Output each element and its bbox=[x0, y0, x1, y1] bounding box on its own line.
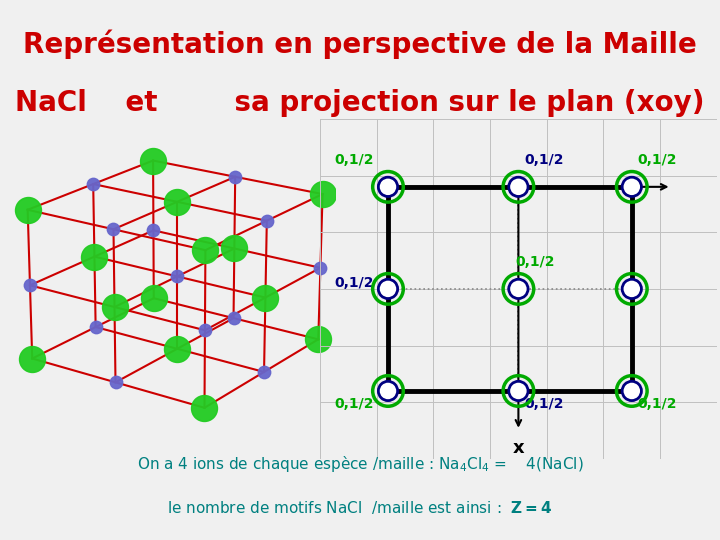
Circle shape bbox=[509, 381, 528, 401]
Text: NaCl    et        sa projection sur le plan (xoy): NaCl et sa projection sur le plan (xoy) bbox=[15, 89, 705, 117]
Circle shape bbox=[509, 279, 528, 299]
Circle shape bbox=[378, 279, 397, 299]
Text: x: x bbox=[513, 439, 524, 457]
Text: 0,1/2: 0,1/2 bbox=[334, 276, 374, 290]
Text: 0,1/2: 0,1/2 bbox=[524, 153, 564, 167]
Text: 0,1/2: 0,1/2 bbox=[524, 396, 564, 410]
Circle shape bbox=[622, 177, 642, 197]
Text: le nombre de motifs NaCl  /maille est ainsi :  $\mathbf{Z = 4}$: le nombre de motifs NaCl /maille est ain… bbox=[167, 499, 553, 516]
Text: 0,1/2: 0,1/2 bbox=[516, 255, 555, 269]
Circle shape bbox=[378, 381, 397, 401]
Text: 0,1/2: 0,1/2 bbox=[637, 153, 677, 167]
Text: 0,1/2: 0,1/2 bbox=[334, 396, 374, 410]
Text: 0,1/2: 0,1/2 bbox=[334, 153, 374, 167]
Text: Représentation en perspective de la Maille: Représentation en perspective de la Mail… bbox=[23, 30, 697, 59]
Circle shape bbox=[378, 177, 397, 197]
Text: 0,1/2: 0,1/2 bbox=[637, 396, 677, 410]
Circle shape bbox=[509, 177, 528, 197]
Circle shape bbox=[622, 279, 642, 299]
Circle shape bbox=[622, 381, 642, 401]
Text: On a 4 ions de chaque espèce /maille : Na$_4$Cl$_4$ =    4(NaCl): On a 4 ions de chaque espèce /maille : N… bbox=[137, 454, 583, 475]
